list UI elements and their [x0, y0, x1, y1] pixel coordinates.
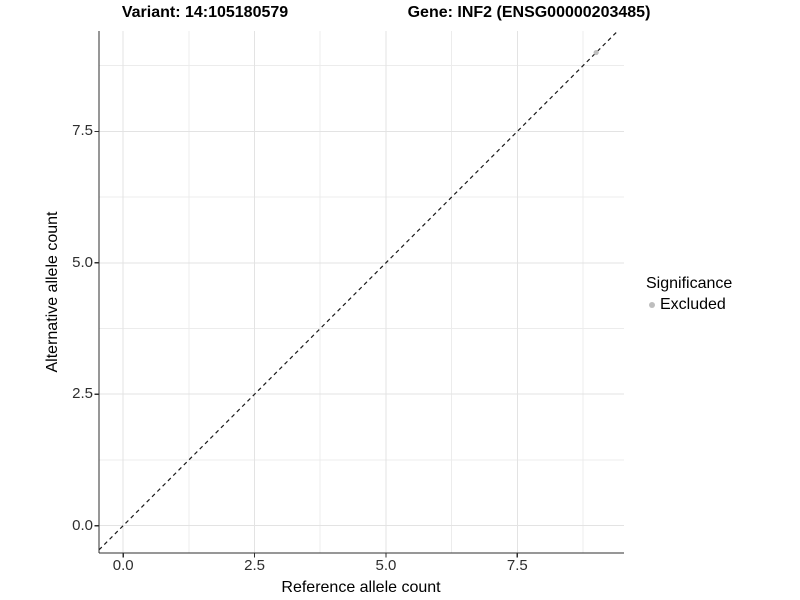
y-tick-label: 0.0	[72, 516, 93, 534]
x-tick-label: 7.5	[506, 557, 528, 574]
y-tick-label: 2.5	[72, 385, 93, 403]
legend-key-dot-icon	[649, 302, 655, 308]
plot-title-variant: Variant: 14:105180579	[121, 4, 289, 21]
x-tick-label: 5.0	[375, 557, 397, 574]
legend-title: Significance	[646, 275, 733, 292]
legend-items: Excluded	[646, 296, 732, 314]
y-tick-label: 5.0	[72, 253, 93, 271]
x-axis-title: Reference allele count	[281, 579, 441, 596]
data-point-excluded	[593, 49, 599, 56]
y-tick-label: 7.5	[72, 122, 93, 140]
y-axis-title: Alternative allele count	[44, 211, 61, 373]
legend-item-excluded: Excluded	[646, 296, 732, 314]
legend-item-label: Excluded	[660, 296, 726, 313]
x-tick-label: 0.0	[112, 557, 134, 574]
identity-line	[98, 30, 619, 551]
x-tick-label: 2.5	[244, 557, 265, 574]
legend: Significance Excluded	[646, 275, 732, 314]
plot-title-gene: Gene: INF2 (ENSG00000203485)	[407, 4, 651, 21]
